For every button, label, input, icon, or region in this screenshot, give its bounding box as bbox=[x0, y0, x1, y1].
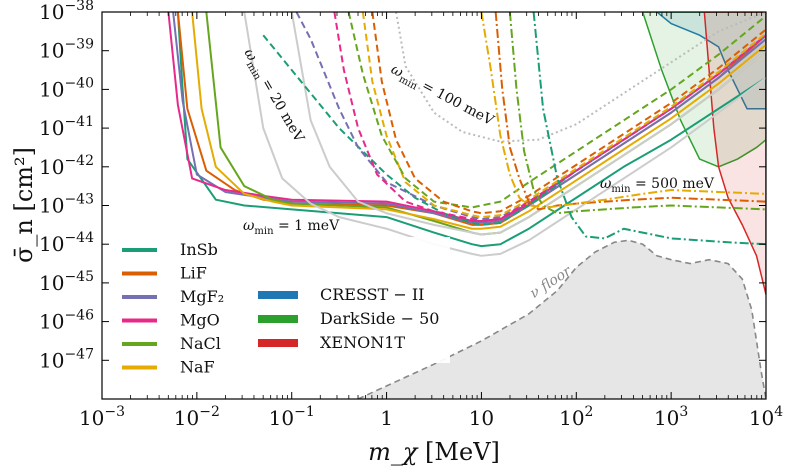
series-line-18 bbox=[480, 12, 766, 209]
y-tick-label: 10−46 bbox=[39, 308, 94, 334]
legend-label: XENON1T bbox=[320, 333, 405, 352]
x-tick-label: 104 bbox=[749, 404, 783, 430]
series-line-16 bbox=[508, 12, 766, 215]
legend-label: MgF₂ bbox=[180, 287, 224, 306]
series-line-10 bbox=[333, 12, 766, 222]
x-tick-label: 103 bbox=[654, 404, 688, 430]
x-axis-label: m_χ [MeV] bbox=[368, 438, 500, 466]
legend-label: MgO bbox=[180, 311, 220, 330]
y-tick-label: 10−39 bbox=[39, 37, 94, 63]
y-tick-label: 10−38 bbox=[39, 0, 94, 24]
y-tick-label: 10−47 bbox=[39, 346, 94, 372]
legend-label: InSb bbox=[180, 240, 218, 259]
y-tick-label: 10−45 bbox=[39, 269, 94, 295]
series-line-5 bbox=[191, 12, 766, 230]
series-line-6 bbox=[243, 12, 766, 257]
legend-label: CRESST − II bbox=[320, 285, 425, 304]
series-lines bbox=[167, 12, 766, 257]
x-tick-label: 10−1 bbox=[269, 404, 315, 430]
legend-label: NaCl bbox=[180, 334, 221, 353]
legend-label: NaF bbox=[180, 358, 215, 377]
y-tick-labels: 10−38 10−39 10−40 10−41 10−42 10−43 10−44 10−45… bbox=[39, 0, 94, 372]
x-tick-label: 10−2 bbox=[174, 404, 220, 430]
y-axis-label: σ̄_n [cm²] bbox=[10, 147, 38, 263]
neutrino-floor: ν floor bbox=[357, 239, 766, 399]
series-line-0 bbox=[176, 12, 766, 248]
region-cresst-ii bbox=[655, 12, 766, 110]
annotation-w1: ωmin = 1 meV bbox=[243, 218, 340, 237]
x-tick-label: 10−3 bbox=[79, 404, 125, 430]
y-tick-label: 10−44 bbox=[39, 230, 94, 256]
y-tick-label: 10−40 bbox=[39, 75, 94, 101]
x-tick-label: 1 bbox=[380, 406, 393, 430]
y-tick-label: 10−42 bbox=[39, 153, 94, 179]
y-tick-label: 10−41 bbox=[39, 114, 94, 140]
legend-label: DarkSide − 50 bbox=[320, 309, 439, 328]
annotation-w500: ωmin = 500 meV bbox=[600, 176, 715, 195]
neutrino-floor-line bbox=[357, 239, 766, 399]
series-line-7 bbox=[290, 12, 766, 236]
series-line-11 bbox=[361, 12, 766, 219]
legend: InSb LiF MgF₂ MgO NaCl NaF CRESST − II DarkSide… bbox=[112, 237, 450, 377]
series-line-17 bbox=[532, 12, 766, 246]
series-line-14 bbox=[395, 12, 766, 143]
x-tick-label: 10 bbox=[469, 406, 494, 430]
x-tick-labels: 10−3 10−2 10−1 1 10 102 103 104 bbox=[79, 404, 783, 430]
neutrino-floor-fill bbox=[358, 240, 766, 399]
y-tick-label: 10−43 bbox=[39, 192, 94, 218]
series-line-12 bbox=[347, 12, 766, 209]
x-tick-label: 102 bbox=[559, 404, 593, 430]
legend-label: LiF bbox=[180, 264, 207, 283]
series-line-15 bbox=[494, 12, 766, 211]
axis-ticks bbox=[101, 11, 767, 400]
series-line-13 bbox=[371, 12, 766, 215]
